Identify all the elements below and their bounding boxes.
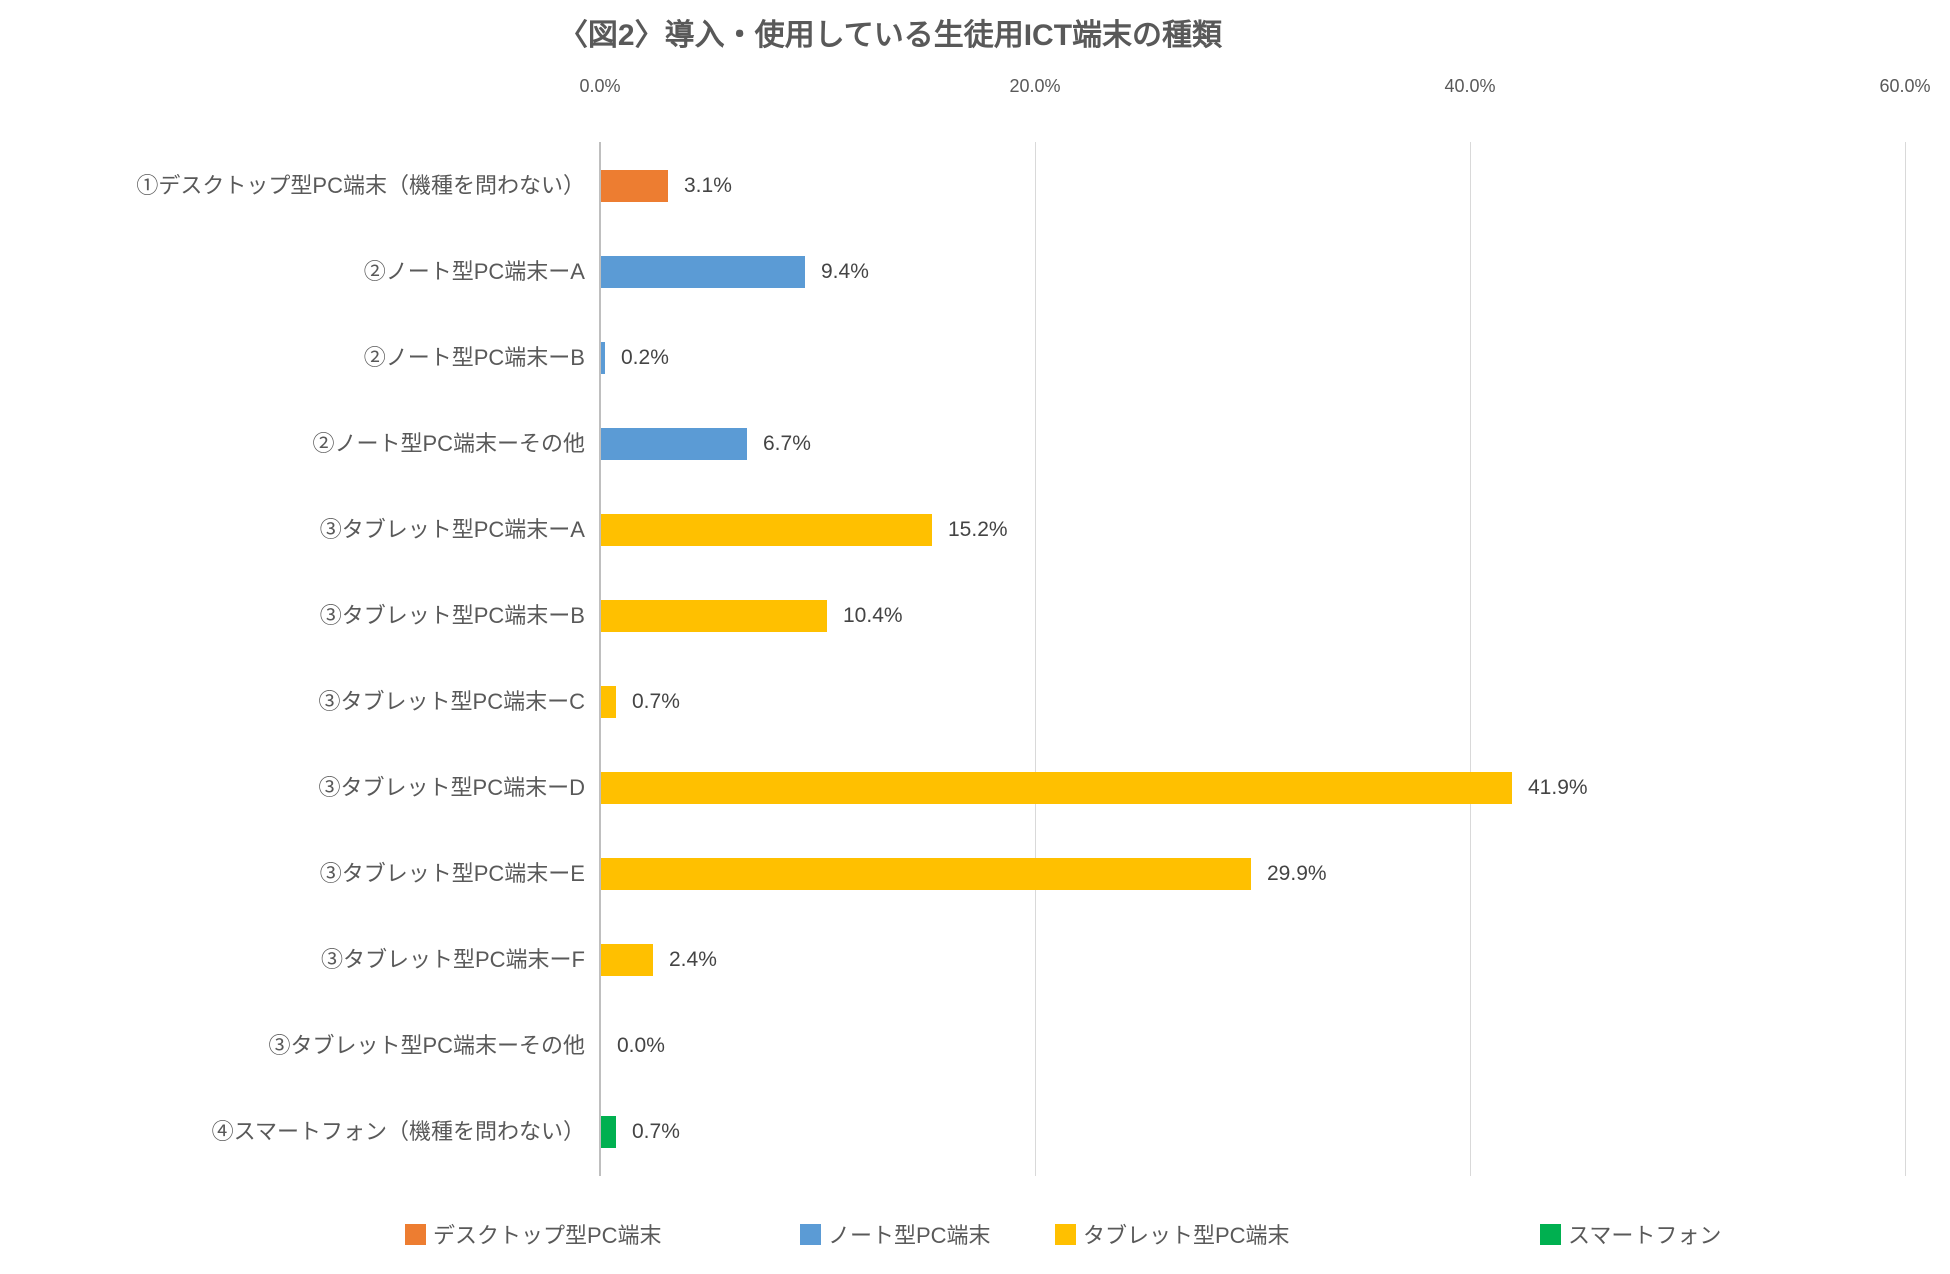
category-label: ③タブレット型PC端末ーその他 (268, 1033, 585, 1058)
category-label: ①デスクトップ型PC端末（機種を問わない） (136, 173, 585, 198)
bar-segment (601, 600, 827, 632)
legend-label: スマートフォン (1568, 1223, 1722, 1248)
bar-segment (601, 1116, 616, 1148)
bar-value-label: 15.2% (948, 518, 1008, 541)
bar-value-label: 3.1% (684, 174, 732, 197)
category-label: ②ノート型PC端末ーその他 (312, 431, 585, 456)
bar-value-label: 0.7% (632, 1120, 680, 1143)
chart-title: 〈図2〉導入・使用している生徒用ICT端末の種類 (557, 19, 1223, 52)
category-label: ④スマートフォン（機種を問わない） (211, 1119, 585, 1144)
gridline (1905, 142, 1906, 1176)
legend-item: スマートフォン (1540, 1218, 1721, 1250)
bar-value-label: 0.7% (632, 690, 680, 713)
legend-swatch-smartphone (1540, 1223, 1561, 1245)
x-axis-tick-label: 20.0% (1009, 76, 1061, 96)
bar-segment (601, 428, 747, 460)
bar-segment (601, 772, 1512, 804)
legend-item: デスクトップ型PC端末 (405, 1218, 662, 1250)
gridline (1035, 142, 1036, 1176)
legend-item: ノート型PC端末 (800, 1218, 991, 1250)
bar-segment (601, 686, 616, 718)
legend-item: タブレット型PC端末 (1055, 1218, 1290, 1250)
bar-value-label: 6.7% (763, 432, 811, 455)
bar-value-label: 0.0% (617, 1034, 665, 1057)
bar-value-label: 29.9% (1267, 862, 1327, 885)
legend-swatch-tablet (1055, 1223, 1076, 1245)
category-label: ③タブレット型PC端末ーF (320, 947, 585, 972)
gridline (1470, 142, 1471, 1176)
legend-label: ノート型PC端末 (828, 1223, 991, 1248)
category-label: ③タブレット型PC端末ーB (319, 603, 585, 628)
bar-value-label: 41.9% (1528, 776, 1588, 799)
category-label: ②ノート型PC端末ーA (363, 259, 585, 284)
legend-label: デスクトップ型PC端末 (433, 1223, 662, 1248)
legend-swatch-note (800, 1223, 821, 1245)
category-label: ③タブレット型PC端末ーA (319, 517, 585, 542)
legend-label: タブレット型PC端末 (1083, 1223, 1290, 1248)
x-axis-tick-label: 60.0% (1879, 76, 1931, 96)
bar-segment (601, 170, 668, 202)
legend-swatch-desktop (405, 1223, 426, 1245)
bar-segment (601, 514, 932, 546)
bar-segment (601, 256, 805, 288)
category-label: ③タブレット型PC端末ーC (318, 689, 585, 714)
bar-segment (601, 342, 605, 374)
bar-value-label: 10.4% (843, 604, 903, 627)
category-label: ③タブレット型PC端末ーD (318, 775, 585, 800)
bar-value-label: 0.2% (621, 346, 669, 369)
category-label: ②ノート型PC端末ーB (363, 345, 585, 370)
x-axis-tick-label: 40.0% (1444, 76, 1496, 96)
bar-value-label: 2.4% (669, 948, 717, 971)
bar-segment (601, 944, 653, 976)
x-axis-tick-label: 0.0% (579, 76, 621, 96)
bar-value-label: 9.4% (821, 260, 869, 283)
category-label: ③タブレット型PC端末ーE (319, 861, 585, 886)
bar-segment (601, 858, 1251, 890)
y-axis-line (599, 142, 601, 1176)
